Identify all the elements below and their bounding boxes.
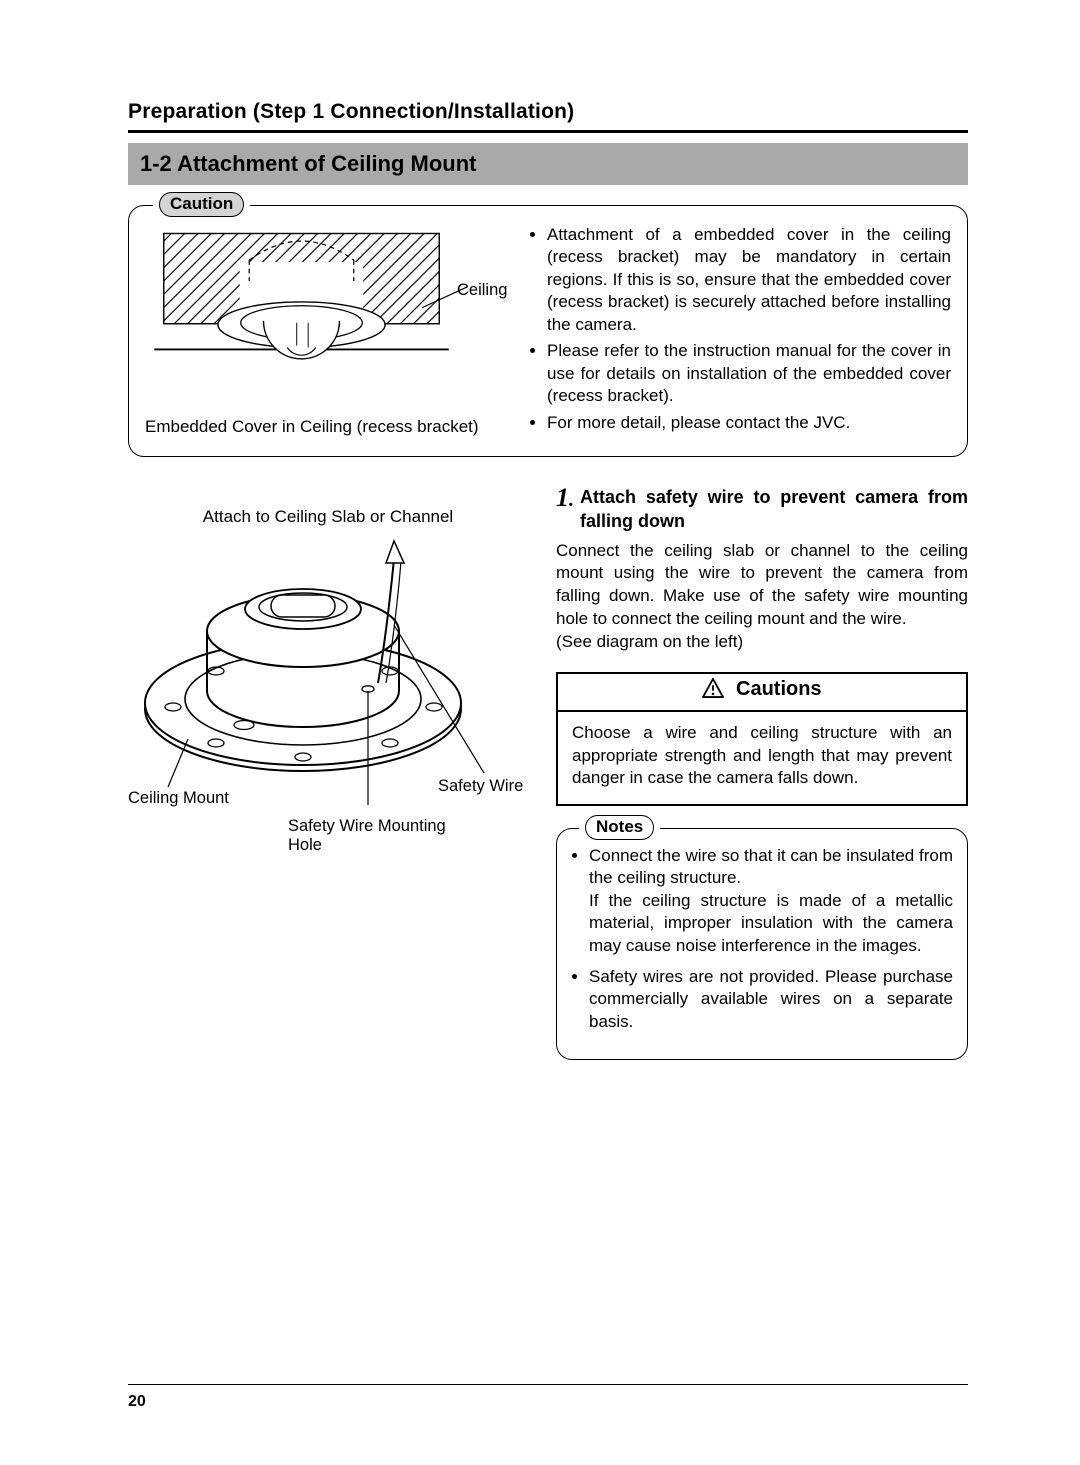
warning-box: Cautions Choose a wire and ceiling struc… (556, 672, 968, 805)
caution-pill: Caution (159, 192, 244, 217)
note-item: Safety wires are not provided. Please pu… (589, 966, 953, 1034)
right-column: 1 Attach safety wire to prevent camera f… (556, 485, 968, 1060)
ceiling-label: Ceiling (457, 281, 507, 301)
footer-divider (128, 1384, 968, 1386)
recess-bracket-svg (145, 224, 515, 414)
safety-wire-label: Safety Wire (438, 777, 523, 797)
manual-page: Preparation (Step 1 Connection/Installat… (0, 0, 1080, 1465)
caution-box: Caution (128, 205, 968, 457)
caution-bullet: Please refer to the instruction manual f… (547, 340, 951, 407)
step-body-p1: Connect the ceiling slab or channel to t… (556, 541, 968, 629)
warning-title-text: Cautions (736, 678, 822, 700)
chapter-title: Preparation (Step 1 Connection/Installat… (128, 100, 968, 124)
step-number: 1 (556, 485, 574, 534)
notes-label: Notes (579, 815, 660, 840)
step-heading: 1 Attach safety wire to prevent camera f… (556, 485, 968, 534)
section-title: 1-2 Attachment of Ceiling Mount (128, 143, 968, 185)
warning-title: Cautions (558, 674, 966, 712)
mount-diagram-area: Attach to Ceiling Slab or Channel (128, 485, 528, 1060)
note-item: Connect the wire so that it can be insul… (589, 845, 953, 958)
note-p1: Safety wires are not provided. Please pu… (589, 967, 953, 1031)
mid-columns: Attach to Ceiling Slab or Channel (128, 485, 968, 1060)
note-p2: If the ceiling structure is made of a me… (589, 891, 953, 955)
mount-top-label: Attach to Ceiling Slab or Channel (128, 507, 528, 527)
ceiling-mount-label: Ceiling Mount (128, 789, 229, 809)
caution-columns: Ceiling Embedded Cover in Ceiling (reces… (145, 224, 951, 438)
ceiling-mount-diagram: Safety Wire Ceiling Mount Safety Wire Mo… (128, 529, 528, 869)
notes-box: Notes Connect the wire so that it can be… (556, 828, 968, 1061)
warning-icon (702, 678, 724, 704)
caution-bullet: For more detail, please contact the JVC. (547, 412, 951, 434)
notes-pill: Notes (585, 815, 654, 840)
step-body-p2: (See diagram on the left) (556, 632, 743, 651)
note-p1: Connect the wire so that it can be insul… (589, 846, 953, 888)
mount-hole-label-l1: Safety Wire Mounting (288, 817, 446, 837)
page-number: 20 (128, 1393, 146, 1411)
caution-bullet: Attachment of a embedded cover in the ce… (547, 224, 951, 336)
caution-text: Attachment of a embedded cover in the ce… (529, 224, 951, 438)
caution-diagram-caption: Embedded Cover in Ceiling (recess bracke… (145, 417, 515, 437)
chapter-divider (128, 130, 968, 133)
warning-body: Choose a wire and ceiling structure with… (558, 712, 966, 803)
mount-hole-label-l2: Hole (288, 836, 322, 856)
step-body: Connect the ceiling slab or channel to t… (556, 540, 968, 655)
caution-label: Caution (153, 192, 250, 217)
caution-diagram: Ceiling Embedded Cover in Ceiling (reces… (145, 224, 515, 438)
step-title: Attach safety wire to prevent camera fro… (580, 485, 968, 534)
